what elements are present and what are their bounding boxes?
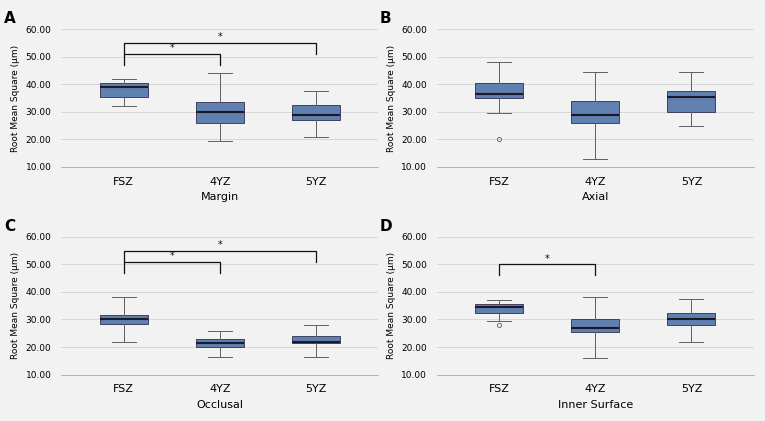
PathPatch shape: [292, 336, 340, 343]
X-axis label: Inner Surface: Inner Surface: [558, 400, 633, 410]
Text: B: B: [379, 11, 392, 26]
PathPatch shape: [196, 339, 244, 347]
Y-axis label: Root Mean Square (μm): Root Mean Square (μm): [386, 44, 396, 152]
Text: A: A: [4, 11, 16, 26]
Text: *: *: [545, 253, 550, 264]
Text: *: *: [217, 32, 222, 42]
PathPatch shape: [571, 320, 620, 332]
PathPatch shape: [475, 83, 523, 98]
Text: *: *: [169, 43, 174, 53]
Text: *: *: [169, 251, 174, 261]
X-axis label: Axial: Axial: [581, 192, 609, 202]
PathPatch shape: [99, 315, 148, 324]
PathPatch shape: [99, 83, 148, 96]
PathPatch shape: [475, 304, 523, 312]
Y-axis label: Root Mean Square (μm): Root Mean Square (μm): [11, 252, 20, 359]
PathPatch shape: [571, 101, 620, 123]
PathPatch shape: [292, 105, 340, 120]
PathPatch shape: [667, 312, 715, 325]
X-axis label: Occlusal: Occlusal: [197, 400, 243, 410]
Y-axis label: Root Mean Square (μm): Root Mean Square (μm): [386, 252, 396, 359]
PathPatch shape: [667, 91, 715, 112]
X-axis label: Margin: Margin: [200, 192, 239, 202]
Text: *: *: [217, 240, 222, 250]
Y-axis label: Root Mean Square (μm): Root Mean Square (μm): [11, 44, 20, 152]
Text: D: D: [379, 219, 392, 234]
Text: C: C: [4, 219, 15, 234]
PathPatch shape: [196, 102, 244, 123]
